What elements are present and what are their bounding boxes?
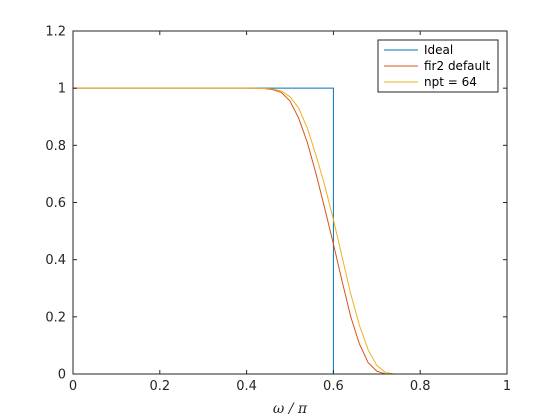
y-tick-label: 1 [58, 82, 66, 97]
series-line-1 [73, 87, 507, 375]
y-tick-label: 0.4 [45, 253, 66, 268]
legend-entry: Ideal [424, 43, 453, 57]
y-tick-label: 0 [58, 368, 66, 383]
y-tick-label: 0.8 [45, 139, 66, 154]
x-axis-label: ω / π [273, 401, 308, 417]
y-tick-label: 1.2 [45, 25, 66, 40]
series-line-2 [73, 87, 507, 375]
legend-entry: npt = 64 [424, 75, 477, 89]
x-tick-label: 0.8 [410, 379, 431, 394]
x-tick-label: 1 [503, 379, 511, 394]
legend-entry: fir2 default [424, 59, 490, 73]
legend: Ideal fir2 default npt = 64 [377, 39, 499, 93]
y-tick-label: 0.6 [45, 196, 66, 211]
x-tick-label: 0 [69, 379, 77, 394]
series-line-3 [73, 87, 507, 375]
legend-box [377, 39, 499, 93]
x-tick-label: 0.4 [236, 379, 257, 394]
ticks-layer: 0 0.2 0.4 0.6 0.8 1 0 0.2 0.4 0.6 0.8 1 1.2 [45, 25, 511, 395]
y-tick-label: 0.2 [45, 310, 66, 325]
series-layer [73, 87, 507, 375]
x-tick-label: 0.6 [323, 379, 344, 394]
x-tick-label: 0.2 [149, 379, 170, 394]
